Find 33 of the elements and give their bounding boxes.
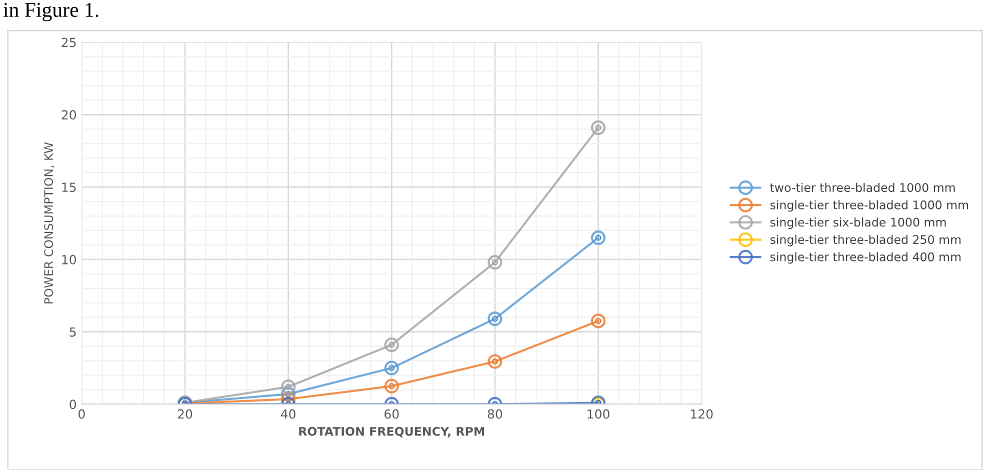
legend-label: single-tier six-blade 1000 mm: [770, 218, 946, 229]
text: in Figure 1.: [3, 2, 98, 22]
legend-label: single-tier three-bladed 400 mm: [770, 252, 961, 264]
x-tick-label: 100: [588, 409, 610, 419]
legend-label: single-tier three-bladed 250 mm: [770, 234, 961, 246]
point: [384, 338, 399, 352]
point: [488, 255, 502, 270]
y-tick-label: 0: [70, 400, 76, 410]
point: [281, 392, 296, 404]
point: [590, 120, 606, 136]
x-tick-label: 20: [178, 409, 192, 419]
point: [590, 314, 606, 328]
point: [488, 354, 502, 369]
point: [281, 380, 296, 394]
x-axis-title: ROTATION FREQUENCY, RPM: [299, 426, 484, 438]
point: [488, 311, 502, 326]
x-tick-label: 40: [280, 409, 296, 419]
y-tick-label: 20: [62, 110, 76, 120]
y-axis-title: POWER CONSUMPTION, KW: [44, 142, 54, 304]
point: [384, 360, 399, 376]
x-tick-label: 120: [691, 409, 713, 419]
y-tick-label: 10: [62, 254, 76, 264]
legend-label: single-tier three-bladed 1000 mm: [770, 200, 968, 212]
y-tick-label: 25: [62, 38, 76, 48]
x-tick-label: 80: [488, 409, 502, 419]
point: [590, 230, 606, 246]
point: [281, 386, 296, 402]
x-tick-label: 0: [78, 409, 85, 419]
point: [384, 378, 399, 394]
x-tick-label: 60: [384, 409, 399, 419]
legend-label: two-tier three-bladed 1000 mm: [770, 182, 955, 192]
y-tick-label: 5: [70, 327, 76, 337]
y-tick-label: 15: [62, 182, 76, 192]
